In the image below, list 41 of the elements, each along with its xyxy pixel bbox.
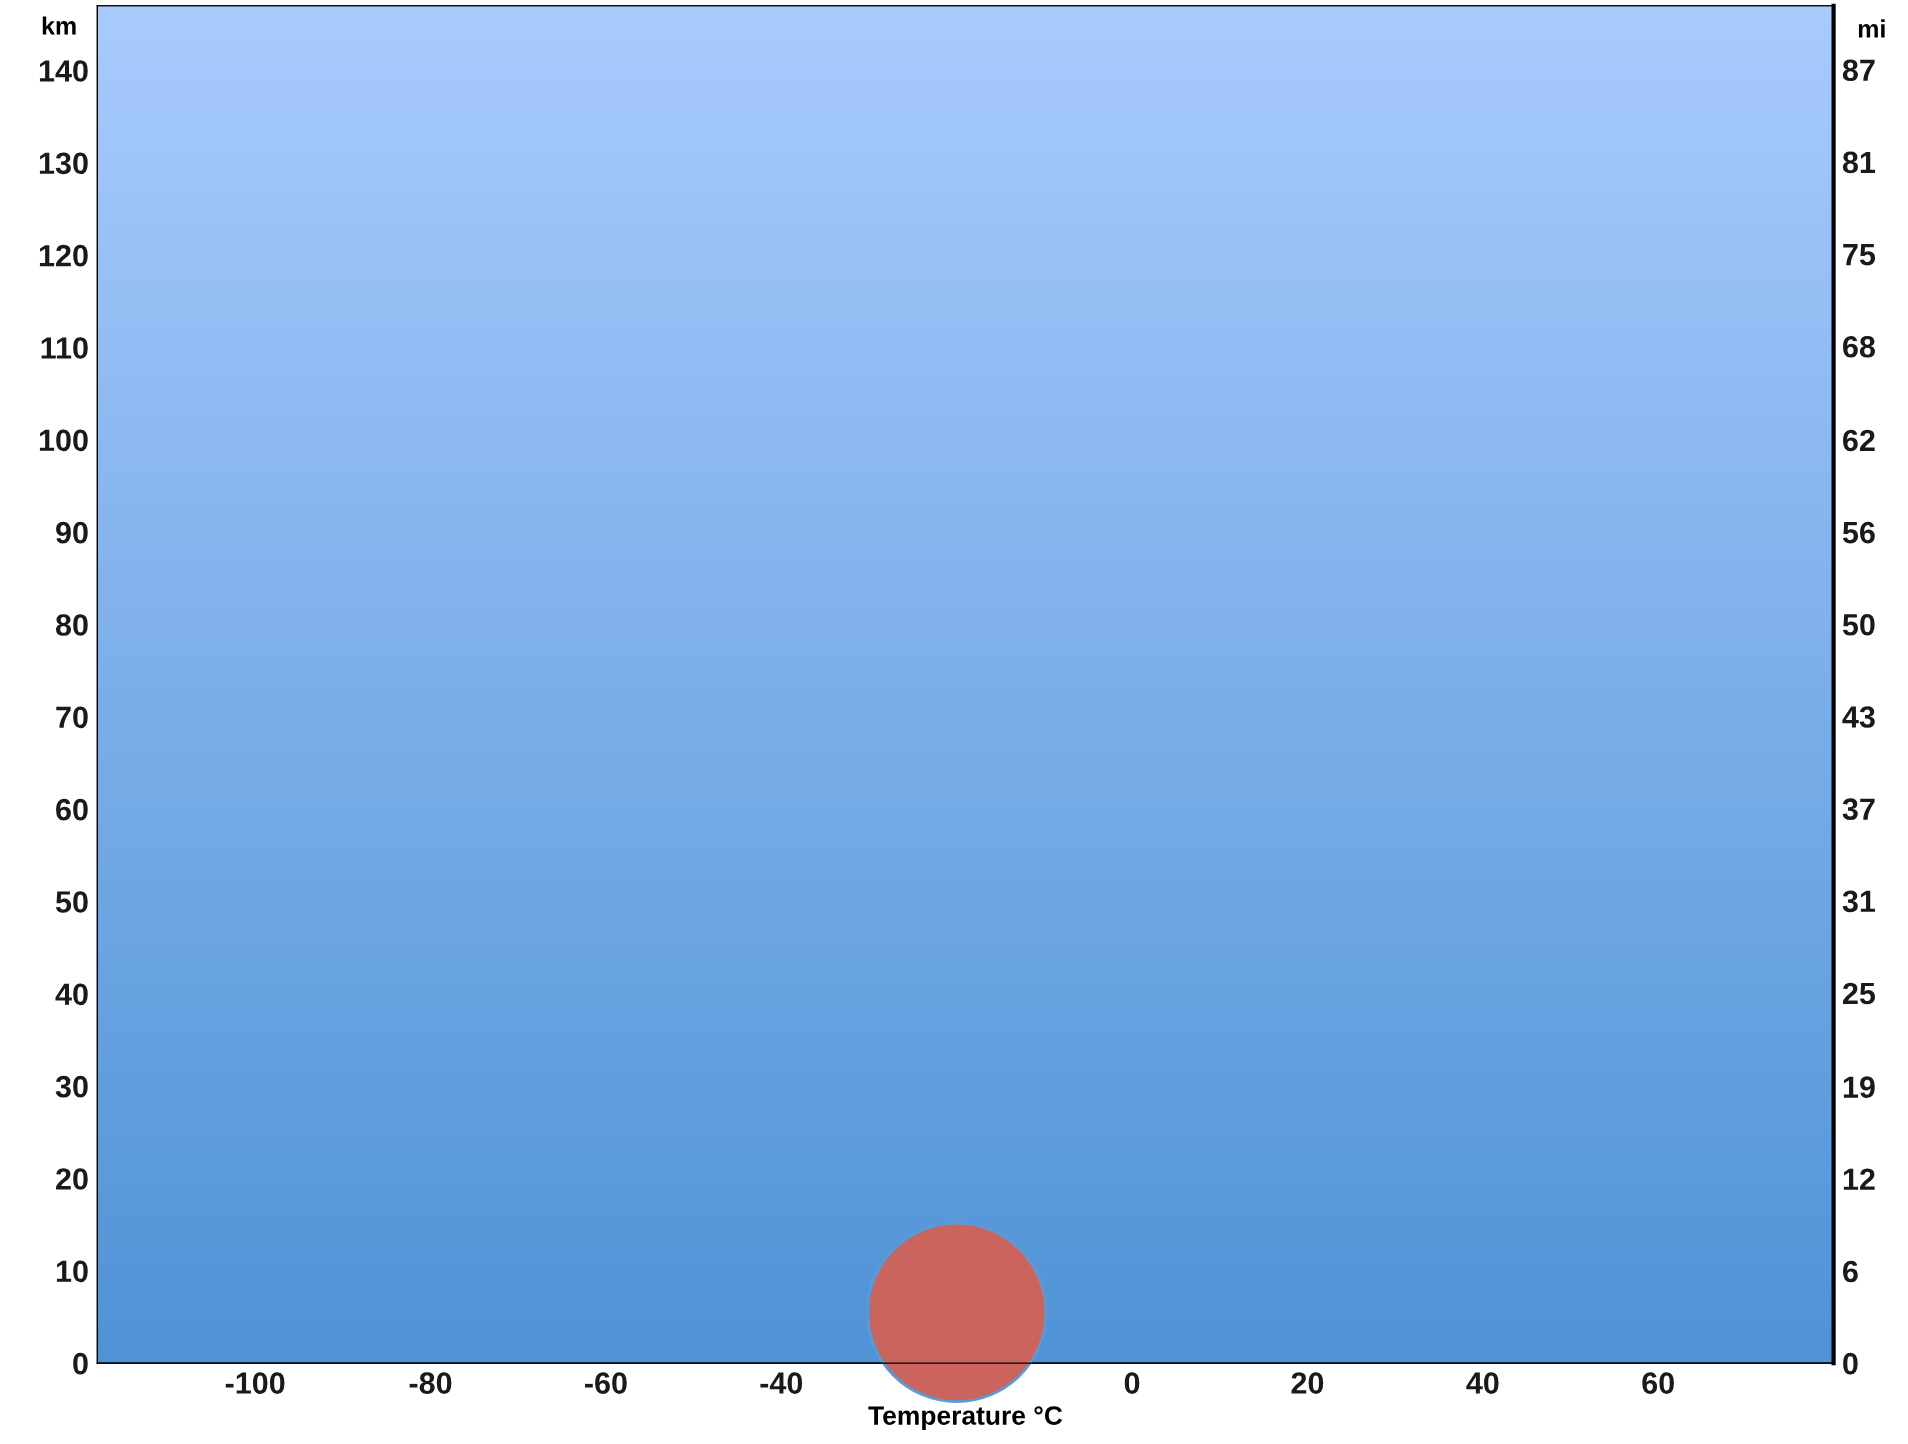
y2-tick-label: 87 bbox=[1842, 59, 1875, 82]
y2-tick-label: 81 bbox=[1842, 151, 1876, 174]
y2-tick-label: 31 bbox=[1842, 890, 1876, 913]
x-tick-label: -40 bbox=[760, 1372, 803, 1394]
y-tick-label: 120 bbox=[39, 244, 88, 267]
x-tick-label: 60 bbox=[1642, 1372, 1674, 1394]
y2-axis-title: mi bbox=[1858, 19, 1885, 38]
y-tick-label: 100 bbox=[39, 429, 88, 452]
y2-tick-label: 37 bbox=[1842, 798, 1875, 821]
y-tick-label: 0 bbox=[73, 1352, 88, 1375]
x-tick-label: 20 bbox=[1291, 1372, 1324, 1394]
y-tick-label: 80 bbox=[55, 614, 88, 636]
y2-tick-label: 75 bbox=[1843, 244, 1876, 266]
y2-tick-label: 0 bbox=[1843, 1352, 1858, 1375]
y2-tick-label: 62 bbox=[1843, 429, 1875, 452]
y-tick-label: 90 bbox=[56, 521, 88, 544]
x-tick-label: -80 bbox=[409, 1372, 452, 1394]
y2-tick-label: 50 bbox=[1842, 613, 1875, 636]
x-tick-label: -60 bbox=[585, 1372, 627, 1394]
x-axis-title: Temperature °C bbox=[868, 1406, 1063, 1431]
y-tick-label: 60 bbox=[56, 798, 88, 821]
x-tick-label: 40 bbox=[1466, 1372, 1499, 1394]
x-tick-label: -100 bbox=[225, 1372, 285, 1394]
y2-tick-label: 25 bbox=[1842, 982, 1876, 1005]
y2-tick-label: 43 bbox=[1842, 706, 1875, 728]
y2-tick-label: 68 bbox=[1843, 335, 1875, 358]
y-tick-label: 40 bbox=[55, 983, 88, 1006]
y2-tick-label: 19 bbox=[1843, 1076, 1875, 1098]
y-tick-label: 110 bbox=[41, 337, 88, 359]
y-tick-label: 20 bbox=[56, 1168, 88, 1190]
y-axis-title: km bbox=[42, 16, 76, 35]
y-tick-label: 30 bbox=[55, 1075, 88, 1098]
y-tick-label: 50 bbox=[55, 891, 88, 913]
y2-tick-label: 12 bbox=[1843, 1168, 1875, 1190]
y-tick-label: 10 bbox=[56, 1260, 88, 1283]
y-tick-label: 140 bbox=[39, 60, 88, 82]
y2-tick-label: 56 bbox=[1842, 521, 1875, 544]
y-tick-label: 70 bbox=[56, 706, 88, 729]
y2-tick-label: 6 bbox=[1843, 1260, 1858, 1283]
x-tick-label: 0 bbox=[1124, 1372, 1140, 1394]
y-tick-label: 130 bbox=[39, 152, 88, 175]
